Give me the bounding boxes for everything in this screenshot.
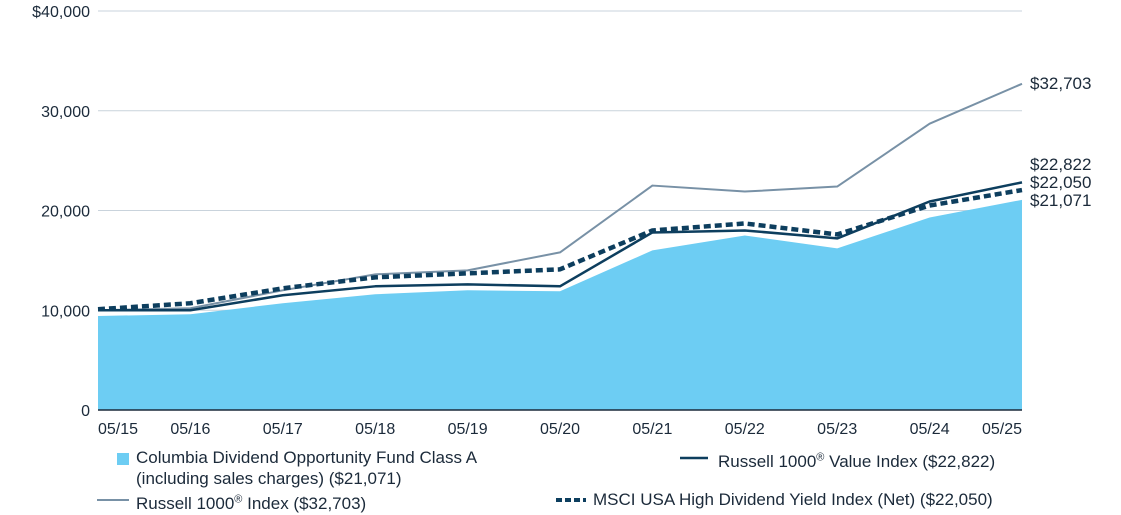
legend-label-russell-1000: Russell 1000® Index ($32,703) — [136, 493, 367, 513]
legend-swatch-fund — [117, 453, 129, 465]
series-area-fund — [98, 199, 1022, 410]
legend-label-fund-line2: (including sales charges) ($21,071) — [136, 469, 402, 488]
legend-swatch-russell-1000 — [97, 499, 129, 501]
series-line-msci — [97, 187, 1023, 312]
end-label-msci: $22,050 — [1030, 173, 1091, 192]
x-tick-label: 05/20 — [540, 421, 580, 438]
fund-area — [98, 199, 1022, 410]
legend-item-russell-1000: Russell 1000® Index ($32,703) — [136, 489, 366, 514]
x-axis: 05/15 05/16 05/17 05/18 05/19 05/20 05/21 05/22… — [98, 409, 1022, 438]
x-tick-label: 05/18 — [355, 421, 395, 438]
y-tick-label: 20,000 — [41, 204, 90, 221]
legend-label-russell-1000-value: Russell 1000® Value Index ($22,822) — [718, 451, 996, 471]
end-label-r1000: $32,703 — [1030, 74, 1091, 93]
series-line-r1000 — [97, 82, 1023, 312]
legend-label-msci: MSCI USA High Dividend Yield Index (Net)… — [593, 490, 993, 509]
legend-item-fund: Columbia Dividend Opportunity Fund Class… — [136, 447, 477, 489]
index-lines — [97, 82, 1023, 312]
x-tick-label: 05/25 — [982, 421, 1022, 438]
x-tick-label: 05/22 — [725, 421, 765, 438]
x-tick-label: 05/21 — [632, 421, 672, 438]
y-tick-label: 10,000 — [41, 303, 90, 320]
y-tick-label: 30,000 — [41, 104, 90, 121]
x-tick-label: 05/16 — [170, 421, 210, 438]
legend-label-fund-line1: Columbia Dividend Opportunity Fund Class… — [136, 448, 478, 467]
end-label-fund: $21,071 — [1030, 191, 1091, 210]
x-tick-label: 05/15 — [98, 421, 138, 438]
x-tick-label: 05/23 — [817, 421, 857, 438]
y-axis: 0 10,000 20,000 30,000 $40,000 — [32, 4, 90, 420]
y-tick-label: $40,000 — [32, 4, 90, 21]
legend-item-russell-1000-value: Russell 1000® Value Index ($22,822) — [718, 447, 995, 472]
legend-swatch-russell-1000-value — [680, 456, 708, 460]
y-tick-label: 0 — [81, 403, 90, 420]
legend-swatch-msci — [556, 498, 586, 502]
end-label-r1000v: $22,822 — [1030, 155, 1091, 174]
x-tick-label: 05/24 — [910, 421, 950, 438]
x-tick-label: 05/19 — [448, 421, 488, 438]
x-tick-label: 05/17 — [263, 421, 303, 438]
end-labels: $21,071 $22,822 $32,703 $22,050 — [1030, 74, 1091, 210]
legend-item-msci: MSCI USA High Dividend Yield Index (Net)… — [593, 489, 993, 510]
